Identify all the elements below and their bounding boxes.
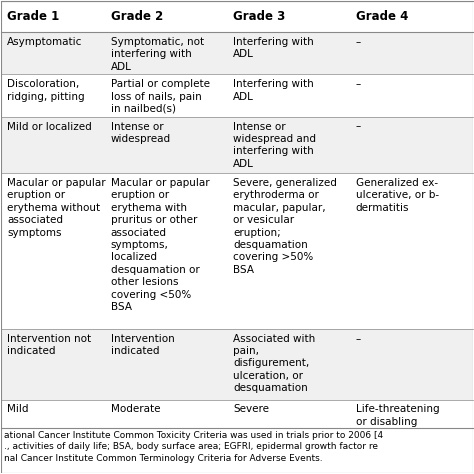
Bar: [105, 1, 228, 32]
Text: –: –: [356, 334, 361, 344]
Text: Grade 4: Grade 4: [356, 10, 408, 23]
Bar: [228, 1, 350, 32]
Text: Interfering with
ADL: Interfering with ADL: [233, 36, 314, 59]
Text: Intervention
indicated: Intervention indicated: [111, 334, 174, 356]
Text: Life-threatening
or disabling: Life-threatening or disabling: [356, 404, 439, 427]
Bar: [1, 173, 473, 329]
Bar: [1, 329, 473, 400]
Text: Intense or
widespread: Intense or widespread: [111, 121, 171, 144]
Bar: [350, 1, 473, 32]
Text: Intervention not
indicated: Intervention not indicated: [7, 334, 91, 356]
Text: Partial or complete
loss of nails, pain
in nailbed(s): Partial or complete loss of nails, pain …: [111, 79, 210, 114]
Text: Mild or localized: Mild or localized: [7, 121, 92, 132]
Text: Severe, generalized
erythroderma or
macular, papular,
or vesicular
eruption;
des: Severe, generalized erythroderma or macu…: [233, 178, 337, 275]
Text: Grade 3: Grade 3: [233, 10, 285, 23]
Bar: [1, 32, 473, 74]
Text: Grade 1: Grade 1: [7, 10, 59, 23]
Text: Intense or
widespread and
interfering with
ADL: Intense or widespread and interfering wi…: [233, 121, 316, 169]
Text: –: –: [356, 79, 361, 89]
Bar: [1, 117, 473, 173]
Bar: [1, 400, 473, 428]
Bar: [1, 74, 473, 117]
Text: –: –: [356, 36, 361, 47]
Text: Grade 2: Grade 2: [111, 10, 163, 23]
Text: Associated with
pain,
disfigurement,
ulceration, or
desquamation: Associated with pain, disfigurement, ulc…: [233, 334, 316, 393]
Text: Mild: Mild: [7, 404, 28, 414]
Text: Discoloration,
ridging, pitting: Discoloration, ridging, pitting: [7, 79, 85, 101]
Text: –: –: [356, 121, 361, 132]
Bar: [1, 1, 105, 32]
Text: Asymptomatic: Asymptomatic: [7, 36, 82, 47]
Text: ational Cancer Institute Common Toxicity Criteria was used in trials prior to 20: ational Cancer Institute Common Toxicity…: [4, 431, 383, 463]
Text: Interfering with
ADL: Interfering with ADL: [233, 79, 314, 101]
Text: Severe: Severe: [233, 404, 269, 414]
Text: Generalized ex-
ulcerative, or b-
dermatitis: Generalized ex- ulcerative, or b- dermat…: [356, 178, 439, 213]
Text: Moderate: Moderate: [111, 404, 160, 414]
Text: Symptomatic, not
interfering with
ADL: Symptomatic, not interfering with ADL: [111, 36, 204, 72]
Bar: [1, 428, 473, 473]
Text: Macular or papular
eruption or
erythema with
pruritus or other
associated
sympto: Macular or papular eruption or erythema …: [111, 178, 210, 312]
Text: Macular or papular
eruption or
erythema without
associated
symptoms: Macular or papular eruption or erythema …: [7, 178, 106, 237]
